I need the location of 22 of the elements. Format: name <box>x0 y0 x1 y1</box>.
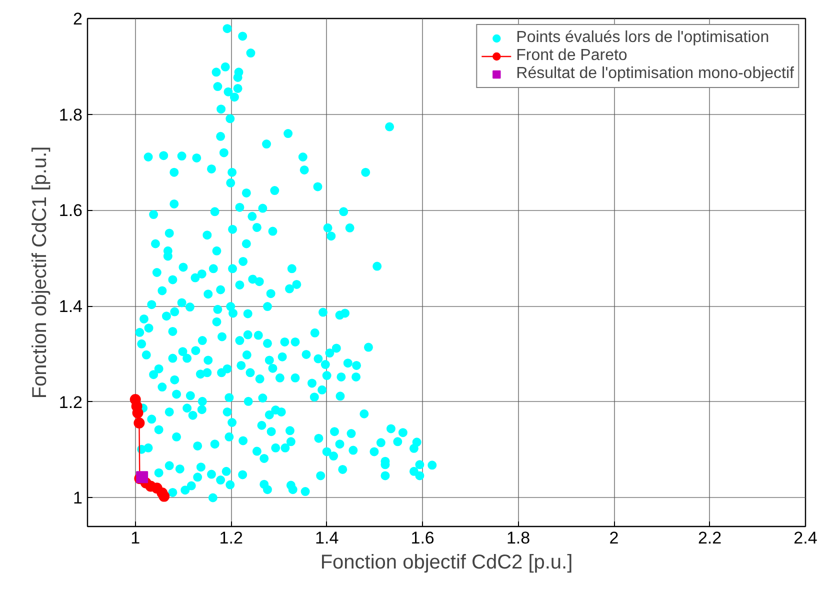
y-tick-label: 1.6 <box>58 201 83 220</box>
y-tick-label: 1 <box>73 488 83 508</box>
legend-label: Front de Pareto <box>516 47 628 65</box>
x-tick-label: 1 <box>130 528 140 548</box>
x-axis-title: Fonction objectif CdC2 [p.u.] <box>320 552 573 574</box>
y-axis-title: Fonction objectif CdC1 [p.u.] <box>28 146 51 399</box>
legend-label: Résultat de l'optimisation mono-objectif <box>516 65 794 83</box>
x-tick-label: 1.6 <box>410 528 434 548</box>
x-tick-label: 1.8 <box>506 528 530 548</box>
point <box>158 490 170 502</box>
x-tick-label: 2.2 <box>698 528 722 548</box>
y-tick-label: 2 <box>73 10 83 28</box>
x-tick-label: 2 <box>609 528 619 548</box>
x-tick-label: 1.2 <box>219 528 243 548</box>
x-tick-label: 1.4 <box>315 528 339 548</box>
y-tick-label: 1.2 <box>58 392 83 412</box>
point <box>136 471 148 484</box>
y-tick-label: 1.8 <box>58 105 83 124</box>
x-tick-label: 2.4 <box>794 528 818 548</box>
y-tick-label: 1.4 <box>58 297 83 316</box>
legend-label: Points évalués lors de l'optimisation <box>516 29 770 47</box>
point <box>134 417 145 428</box>
